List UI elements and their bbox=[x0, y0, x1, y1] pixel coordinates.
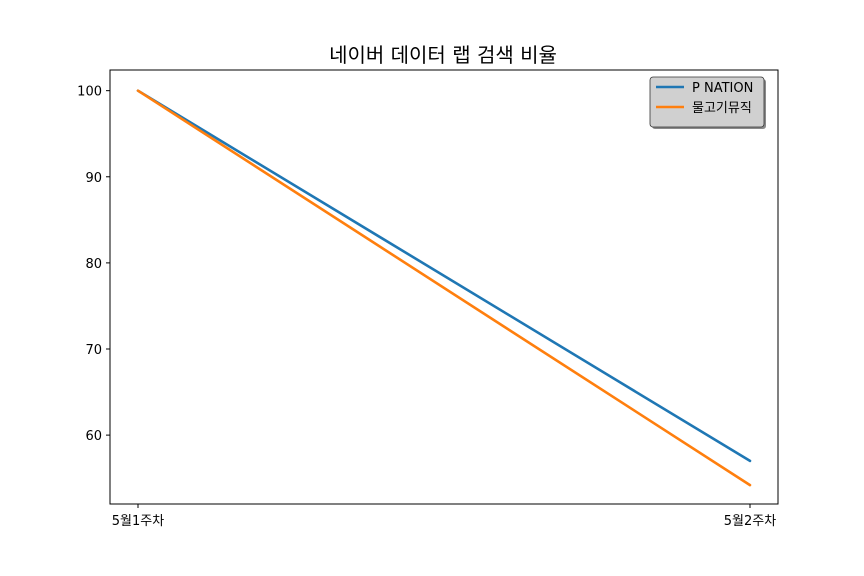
y-tick-label: 80 bbox=[85, 257, 102, 272]
x-tick-label: 5월1주차 bbox=[112, 514, 164, 529]
series-layer bbox=[136, 89, 752, 487]
legend-label: 물고기뮤직 bbox=[692, 101, 752, 116]
y-tick-label: 60 bbox=[85, 429, 102, 444]
x-axis: 5월1주차 5월2주차 bbox=[112, 504, 776, 529]
x-tick-label: 5월2주차 bbox=[724, 514, 776, 529]
y-tick-label: 90 bbox=[85, 171, 102, 186]
series-line-2 bbox=[136, 89, 752, 487]
legend-label: P NATION bbox=[692, 81, 753, 96]
legend-box bbox=[649, 76, 765, 128]
y-tick-label: 100 bbox=[77, 85, 102, 100]
legend: P NATION 물고기뮤직 bbox=[649, 76, 766, 129]
chart-title: 네이버 데이터 랩 검색 비율 bbox=[329, 43, 557, 67]
series-line-1 bbox=[136, 89, 752, 463]
y-tick-label: 70 bbox=[85, 343, 102, 358]
y-axis: 60 70 80 90 100 bbox=[77, 85, 110, 444]
plot-area bbox=[109, 69, 779, 505]
